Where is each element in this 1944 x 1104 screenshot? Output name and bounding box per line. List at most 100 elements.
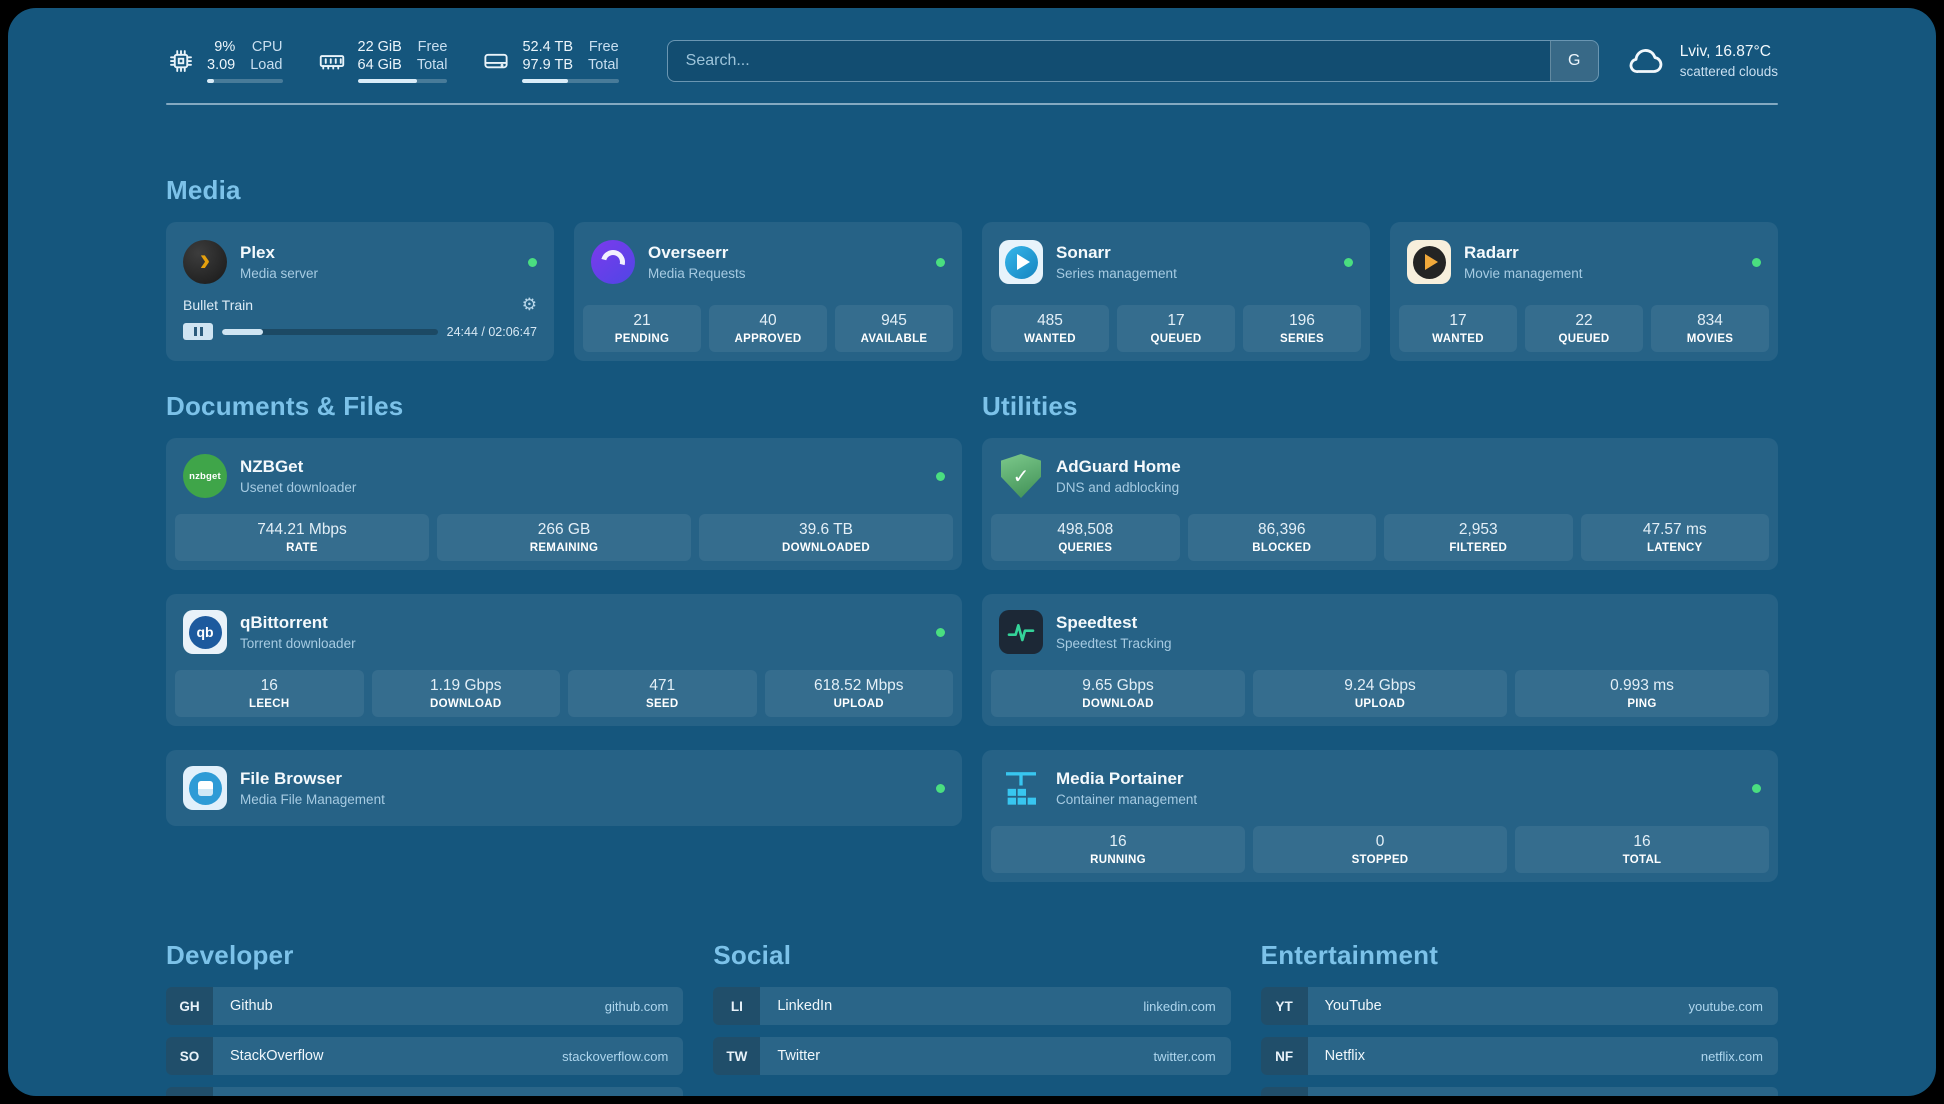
search-input[interactable] — [667, 51, 1550, 70]
status-dot — [936, 471, 945, 481]
bookmark-url: linkedin.com — [1143, 998, 1216, 1014]
service-speedtest[interactable]: Speedtest Speedtest Tracking — [991, 603, 1769, 661]
portainer-icon — [999, 766, 1043, 810]
card-adguard: ✓ AdGuard Home DNS and adblocking 498,50… — [982, 438, 1778, 570]
service-filebrowser[interactable]: File Browser Media File Management — [175, 759, 953, 817]
service-qbittorrent[interactable]: qb qBittorrent Torrent downloader — [175, 603, 953, 661]
card-sonarr: Sonarr Series management 485 WANTED 17 Q… — [982, 222, 1370, 361]
service-desc: DNS and adblocking — [1056, 480, 1180, 495]
section-documents: Documents & Files nzbget NZBGet Usenet d… — [166, 391, 962, 826]
service-text: Speedtest Speedtest Tracking — [1056, 613, 1172, 651]
bookmark-abbr: NF — [1260, 1037, 1308, 1075]
card-speedtest: Speedtest Speedtest Tracking 9.65 Gbps D… — [982, 594, 1778, 726]
stat-label: QUEUED — [1150, 333, 1202, 345]
stat-latency: 47.57 ms LATENCY — [1580, 514, 1769, 561]
stat-label: PING — [1627, 698, 1657, 710]
service-desc: Media Requests — [648, 266, 746, 281]
bookmark-name: LinkedIn — [777, 998, 833, 1014]
service-name: Overseerr — [648, 243, 729, 262]
stat-value: 47.57 ms — [1642, 521, 1707, 538]
bookmark-linkedin[interactable]: LI LinkedIn linkedin.com — [713, 987, 1231, 1025]
stat-label: RATE — [286, 542, 318, 554]
adguard-icon: ✓ — [999, 454, 1043, 498]
bookmark-group-social: Social LI LinkedIn linkedin.com TW Twitt… — [713, 940, 1231, 1096]
bookmark-reddit[interactable]: RE Reddit reddit.com — [1260, 1087, 1778, 1096]
bookmark-group-entertainment: Entertainment YT YouTube youtube.com NF … — [1260, 940, 1778, 1096]
stat-value: 0 — [1375, 833, 1385, 850]
service-text: NZBGet Usenet downloader — [240, 457, 356, 495]
stat-label: DOWNLOAD — [430, 698, 502, 710]
service-sonarr[interactable]: Sonarr Series management — [991, 231, 1361, 293]
bookmark-name: Twitter — [777, 1048, 821, 1064]
service-name: NZBGet — [240, 457, 304, 476]
stat-series: 196 SERIES — [1243, 305, 1361, 352]
stat-label: UPLOAD — [833, 698, 884, 710]
service-desc: Container management — [1056, 792, 1198, 807]
stat-value: 16 — [260, 677, 278, 694]
section-title-social: Social — [713, 940, 792, 970]
section-title-entertainment: Entertainment — [1260, 940, 1439, 970]
service-portainer[interactable]: Media Portainer Container management — [991, 759, 1769, 817]
service-desc: Usenet downloader — [240, 480, 357, 495]
status-dot — [1752, 783, 1761, 793]
nzbget-icon: nzbget — [183, 454, 227, 498]
bookmark-github[interactable]: GH Github github.com — [166, 987, 684, 1025]
stat-rate: 744.21 Mbps RATE — [175, 514, 429, 561]
card-overseerr: Overseerr Media Requests 21 PENDING 40 A… — [574, 222, 962, 361]
bookmark-netflix[interactable]: NF Netflix netflix.com — [1260, 1037, 1778, 1075]
service-overseerr[interactable]: Overseerr Media Requests — [583, 231, 953, 293]
service-text: Overseerr Media Requests — [648, 243, 746, 281]
stat-value: 21 — [633, 312, 651, 329]
service-nzbget[interactable]: nzbget NZBGet Usenet downloader — [175, 447, 953, 505]
disk-total-value: 97.9 TB — [522, 57, 574, 73]
now-playing-title: Bullet Train — [183, 296, 254, 313]
stat-value: 9.65 Gbps — [1082, 677, 1154, 694]
stat-seed: 471 SEED — [568, 670, 757, 717]
bookmark-url: twitter.com — [1153, 1048, 1216, 1064]
stat-label: BLOCKED — [1252, 542, 1312, 554]
stat-queued: 17 QUEUED — [1117, 305, 1235, 352]
section-title-utilities: Utilities — [982, 391, 1078, 421]
bookmark-twitter[interactable]: TW Twitter twitter.com — [713, 1037, 1231, 1075]
service-radarr[interactable]: Radarr Movie management — [1399, 231, 1769, 293]
stat-label: APPROVED — [734, 333, 802, 345]
stat-label: STOPPED — [1351, 854, 1409, 866]
pause-button[interactable] — [183, 323, 213, 340]
stat-total: 16 TOTAL — [1515, 826, 1769, 873]
disk-icon — [481, 46, 511, 76]
card-plex: › Plex Media server Bullet Train ⚙ — [166, 222, 554, 361]
stat-value: 39.6 TB — [798, 521, 853, 538]
bookmarks: Developer GH Github github.com SO StackO… — [166, 940, 1778, 1096]
cpu-load-label: Load — [250, 57, 283, 73]
stat-label: LATENCY — [1646, 542, 1703, 554]
bookmark-url: github.com — [604, 998, 669, 1014]
stat-value: 1.19 Gbps — [429, 677, 502, 694]
bookmark-stackoverflow[interactable]: SO StackOverflow stackoverflow.com — [166, 1037, 684, 1075]
service-text: Sonarr Series management — [1056, 243, 1177, 281]
stat-label: TOTAL — [1622, 854, 1662, 866]
stat-value: 9.24 Gbps — [1344, 677, 1416, 694]
stat-download: 1.19 Gbps DOWNLOAD — [371, 670, 560, 717]
stat-label: DOWNLOAD — [1082, 698, 1154, 710]
bookmark-url: stackoverflow.com — [562, 1048, 669, 1064]
card-radarr: Radarr Movie management 17 WANTED 22 QUE… — [1390, 222, 1778, 361]
search-provider-button[interactable]: G — [1549, 40, 1598, 81]
cpu-label: CPU — [251, 39, 283, 55]
disk-free-label: Free — [588, 39, 619, 55]
bookmark-youtube[interactable]: YT YouTube youtube.com — [1260, 987, 1778, 1025]
stat-label: REMAINING — [529, 542, 599, 554]
stat-value: 196 — [1289, 312, 1315, 329]
stat-wanted: 17 WANTED — [1399, 305, 1517, 352]
memory-icon — [317, 46, 347, 76]
service-plex[interactable]: › Plex Media server — [175, 231, 545, 293]
stat-value: 0.993 ms — [1610, 677, 1674, 694]
service-adguard[interactable]: ✓ AdGuard Home DNS and adblocking — [991, 447, 1769, 505]
section-title-media: Media — [166, 175, 241, 205]
bookmark-abbr: SO — [166, 1037, 213, 1075]
service-desc: Media server — [240, 266, 319, 281]
card-nzbget: nzbget NZBGet Usenet downloader 744.21 M… — [166, 438, 962, 570]
stat-value: 17 — [1167, 312, 1185, 329]
bookmark-name: Netflix — [1324, 1048, 1365, 1064]
bookmark-dev[interactable]: DT DEV dev.to — [166, 1087, 684, 1096]
gear-icon[interactable]: ⚙ — [521, 295, 537, 314]
